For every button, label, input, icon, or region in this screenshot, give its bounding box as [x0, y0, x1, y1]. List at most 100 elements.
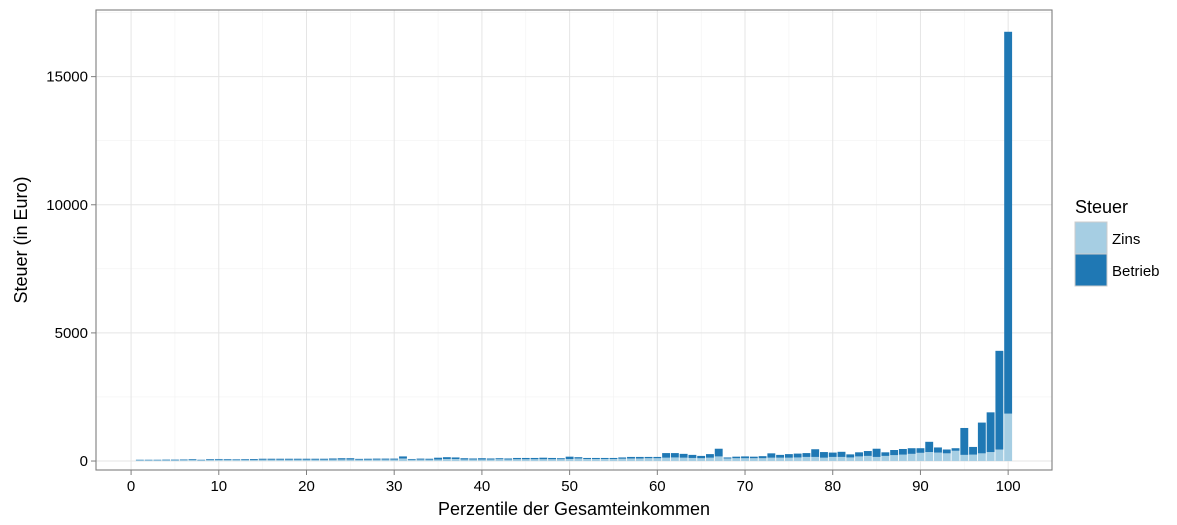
x-tick-label: 100 [996, 478, 1021, 495]
bar-zins [232, 460, 241, 462]
bar-zins [925, 452, 934, 462]
bar-betrieb [837, 451, 846, 457]
bar-zins [504, 459, 513, 462]
bar-zins [749, 458, 758, 462]
bar-zins [469, 459, 478, 462]
bar-betrieb [276, 458, 285, 460]
bar-zins [758, 458, 767, 462]
bar-zins [363, 459, 372, 462]
legend-label-zins: Zins [1112, 231, 1140, 248]
bar-betrieb [653, 456, 662, 459]
x-tick-label: 60 [649, 478, 666, 495]
bar-betrieb [609, 457, 618, 459]
bar-betrieb [372, 458, 381, 460]
bar-zins [670, 457, 679, 462]
bar-zins [653, 458, 662, 462]
x-tick-label: 50 [561, 478, 578, 495]
x-tick-label: 20 [298, 478, 315, 495]
y-tick-label: 10000 [46, 197, 88, 214]
bar-betrieb [969, 446, 978, 455]
bar-zins [863, 455, 872, 462]
bar-betrieb [863, 451, 872, 456]
bar-zins [285, 459, 293, 462]
bar-zins [241, 460, 250, 462]
bar-zins [565, 458, 574, 462]
bar-betrieb [960, 427, 969, 455]
bar-betrieb [179, 459, 188, 461]
bar-zins [811, 456, 820, 462]
bar-betrieb [381, 458, 390, 460]
bar-zins [548, 459, 557, 462]
bar-zins [802, 456, 811, 462]
bar-zins [767, 457, 776, 462]
bar-betrieb [206, 459, 214, 461]
bar-zins [618, 458, 627, 462]
y-tick-label: 15000 [46, 69, 88, 86]
bar-betrieb [188, 459, 197, 461]
bar-betrieb [232, 459, 241, 461]
bar-zins [372, 459, 381, 462]
bar-betrieb [355, 458, 364, 460]
bar-betrieb [363, 458, 372, 460]
bar-betrieb [495, 458, 504, 460]
bar-zins [644, 458, 653, 462]
bar-betrieb [521, 457, 530, 460]
bar-betrieb [258, 458, 267, 460]
bar-zins [890, 455, 899, 462]
legend-label-betrieb: Betrieb [1112, 263, 1160, 280]
bar-zins [898, 454, 907, 462]
bar-zins [434, 459, 443, 462]
legend-swatch-zins [1074, 221, 1108, 255]
bar-zins [960, 454, 969, 462]
bar-betrieb [574, 457, 583, 459]
bar-betrieb [477, 458, 486, 460]
bar-betrieb [460, 458, 469, 460]
bar-betrieb [328, 458, 337, 460]
bar-zins [662, 457, 671, 462]
bar-betrieb [697, 455, 706, 459]
bar-betrieb [749, 456, 758, 459]
bar-betrieb [135, 459, 144, 461]
bar-betrieb [846, 454, 855, 458]
bar-betrieb [995, 350, 1004, 450]
bar-betrieb [898, 448, 907, 455]
bar-zins [442, 458, 451, 462]
bar-zins [486, 459, 495, 462]
bar-zins [969, 454, 978, 462]
bar-zins [328, 459, 337, 462]
bar-zins [355, 459, 364, 462]
bar-betrieb [197, 459, 206, 461]
bar-zins [828, 456, 837, 462]
bar-zins [574, 458, 583, 462]
bar-zins [337, 459, 346, 462]
bar-zins [416, 459, 425, 462]
x-axis-title: Perzentile der Gesamteinkommen [438, 499, 710, 519]
bar-zins [320, 459, 328, 462]
bar-zins [451, 458, 460, 462]
bar-zins [302, 459, 311, 462]
bar-betrieb [434, 457, 443, 460]
bar-betrieb [714, 448, 723, 457]
bar-betrieb [951, 448, 960, 451]
bar-zins [986, 452, 995, 462]
x-axis: 0 10 20 30 40 50 60 70 80 90 100 [127, 470, 1021, 495]
legend-swatch-betrieb [1074, 253, 1108, 287]
panel-border [95, 9, 1053, 471]
x-tick-label: 80 [824, 478, 841, 495]
bar-zins [705, 457, 714, 462]
bar-betrieb [241, 459, 250, 461]
y-tick-label: 0 [80, 453, 88, 470]
bar-betrieb [337, 458, 346, 460]
bar-betrieb [293, 458, 302, 460]
bar-betrieb [223, 459, 232, 461]
bar-betrieb [741, 456, 749, 459]
bar-zins [135, 460, 144, 462]
y-axis: 0 5000 10000 15000 [46, 69, 96, 470]
bar-betrieb [670, 453, 679, 458]
bar-zins [170, 460, 179, 462]
bar-zins [942, 453, 951, 462]
bar-zins [425, 459, 434, 462]
bar-zins [390, 459, 399, 462]
bar-betrieb [346, 458, 355, 460]
bar-betrieb [907, 448, 916, 454]
